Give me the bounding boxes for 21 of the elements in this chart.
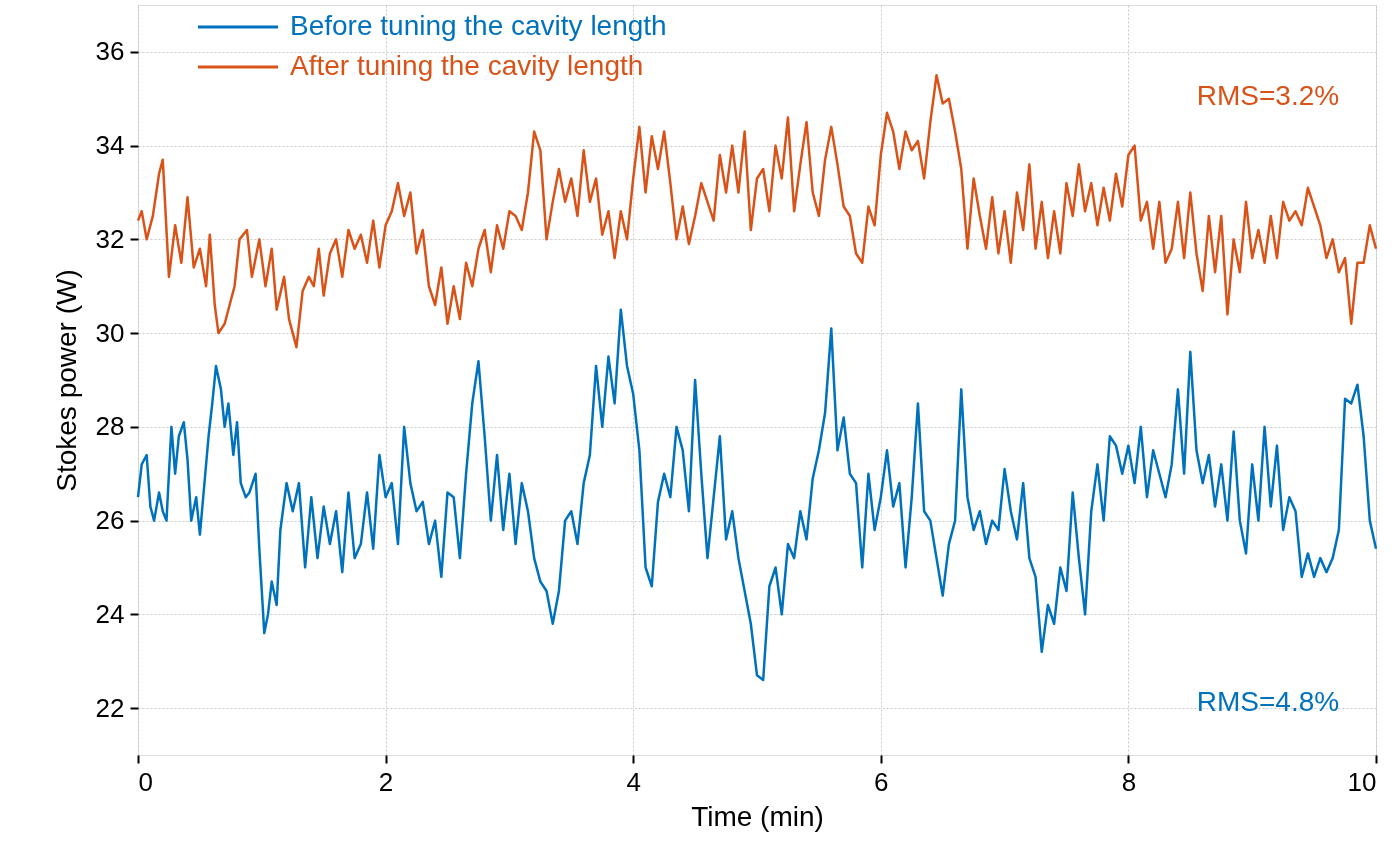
legend-label: Before tuning the cavity length [290,10,667,41]
annotation: RMS=4.8% [1196,686,1340,717]
y-tick-label: 26 [95,505,125,536]
y-axis-title: Stokes power (W) [50,269,82,492]
y-tick-label: 32 [95,223,125,254]
x-tick-label: 8 [1121,766,1137,797]
x-axis-title: Time (min) [691,800,824,832]
y-tick-label: 22 [95,692,125,723]
line-series [136,308,1378,682]
legend-label: After tuning the cavity length [290,50,644,81]
y-tick-label: 28 [95,411,125,442]
y-tick-label: 34 [95,130,125,161]
x-tick-label: 0 [138,766,153,797]
y-tick-label: 24 [95,598,125,629]
y-tick-label: 30 [95,317,125,348]
x-tick-label: 4 [626,766,641,797]
x-tick-label: 10 [1347,766,1377,797]
y-tick-label: 36 [95,36,125,67]
annotation: RMS=3.2% [1196,80,1340,111]
x-tick-label: 2 [378,766,394,797]
x-tick-label: 6 [874,766,889,797]
